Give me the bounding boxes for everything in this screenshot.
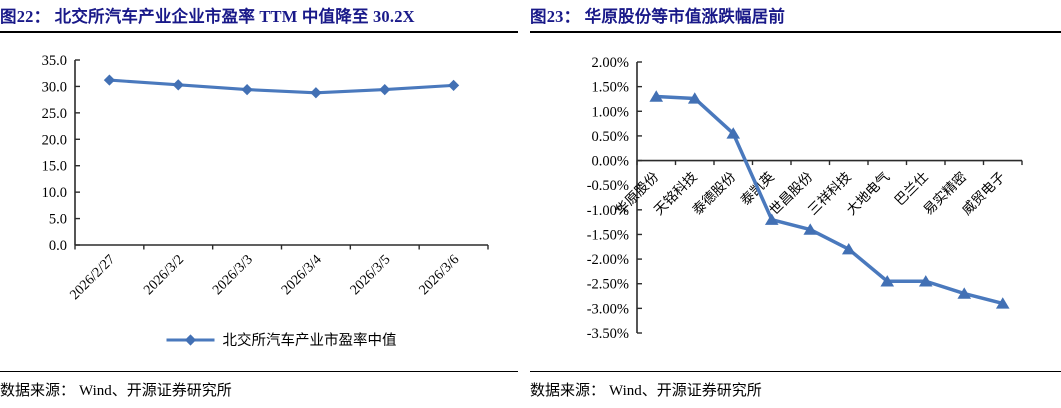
figure-23-source: 数据来源： Wind、开源证券研究所 xyxy=(530,371,1061,400)
source-text: Wind、开源证券研究所 xyxy=(609,383,762,399)
x-axis-category-label: 泰德股份 xyxy=(690,169,739,218)
y-axis-tick-label: 35.0 xyxy=(42,53,67,69)
x-axis-category-label: 大地电气 xyxy=(844,169,893,218)
figure-22-source: 数据来源： Wind、开源证券研究所 xyxy=(0,371,518,400)
figure-23-title: 图23： 华原股份等市值涨跌幅居前 xyxy=(530,4,1061,33)
data-point-marker xyxy=(379,84,391,96)
y-axis-tick-label: 5.0 xyxy=(49,212,67,228)
y-axis-tick-label: -0.50% xyxy=(587,178,629,194)
legend-marker-icon xyxy=(184,334,197,346)
y-axis-tick-label: -3.50% xyxy=(587,326,629,342)
series-line xyxy=(107,78,456,95)
legend-label: 北交所汽车产业市盈率中值 xyxy=(223,331,397,349)
panel-figure-23: 图23： 华原股份等市值涨跌幅居前 2.00% 1.50% 1.00% 0.50% 0.… xyxy=(530,0,1061,408)
y-axis-tick-label: 0.0 xyxy=(49,238,67,254)
y-axis-tick-label: -3.00% xyxy=(587,301,629,317)
data-point-marker xyxy=(649,90,664,102)
data-point-marker xyxy=(687,92,702,104)
x-axis-category-label: 2026/3/5 xyxy=(348,252,394,298)
series-line xyxy=(654,94,1005,306)
y-axis-tick-label: 25.0 xyxy=(42,106,67,122)
y-axis-tick-label: -2.50% xyxy=(587,277,629,293)
x-axis-category-label: 2026/2/27 xyxy=(67,252,118,303)
y-axis-tick-label: -2.00% xyxy=(587,252,629,268)
data-point-marker xyxy=(995,297,1010,309)
data-point-marker xyxy=(803,223,818,235)
data-point-marker xyxy=(841,243,856,255)
data-point-marker xyxy=(726,127,741,139)
y-axis-tick-label: 1.50% xyxy=(592,80,629,96)
y-axis-tick-label: 0.00% xyxy=(592,154,629,170)
y-axis-tick-label: 15.0 xyxy=(42,159,67,175)
data-point-marker xyxy=(447,79,460,91)
data-point-marker xyxy=(764,213,779,225)
panel-figure-22: 图22： 北交所汽车产业企业市盈率 TTM 中值降至 30.2X 35.0 30.… xyxy=(0,0,518,408)
x-axis-category-label: 2026/3/2 xyxy=(141,252,187,298)
x-axis-category-label: 2026/3/3 xyxy=(210,252,256,298)
y-axis-tick-label: 2.00% xyxy=(592,55,629,71)
y-axis-tick-label: 0.50% xyxy=(592,129,629,145)
data-point-marker xyxy=(918,275,933,287)
market-cap-change-line-chart: 2.00% 1.50% 1.00% 0.50% 0.00% -0.50% -1.00% -1.… xyxy=(587,55,1023,342)
y-axis-tick-label: -1.00% xyxy=(587,203,629,219)
data-point-marker xyxy=(310,87,322,99)
data-point-marker xyxy=(241,84,253,96)
y-axis-tick-label: 30.0 xyxy=(42,79,67,95)
source-label: 数据来源： xyxy=(0,383,76,399)
figure-22-title: 图22： 北交所汽车产业企业市盈率 TTM 中值降至 30.2X xyxy=(0,4,518,33)
y-axis-tick-label: 10.0 xyxy=(42,185,67,201)
x-axis-category-label: 2026/3/6 xyxy=(417,252,463,298)
x-axis-category-label: 威贸电子 xyxy=(959,169,1008,218)
data-point-marker xyxy=(880,275,895,287)
data-point-marker xyxy=(103,74,116,86)
x-axis-category-label: 2026/3/4 xyxy=(279,252,325,298)
source-label: 数据来源： xyxy=(530,383,606,399)
y-axis-tick-label: -1.50% xyxy=(587,227,629,243)
y-axis-tick-label: 20.0 xyxy=(42,132,67,148)
data-point-marker xyxy=(172,79,184,91)
y-axis-tick-label: 1.00% xyxy=(592,104,629,120)
data-point-marker xyxy=(957,287,972,299)
source-text: Wind、开源证券研究所 xyxy=(79,383,232,399)
